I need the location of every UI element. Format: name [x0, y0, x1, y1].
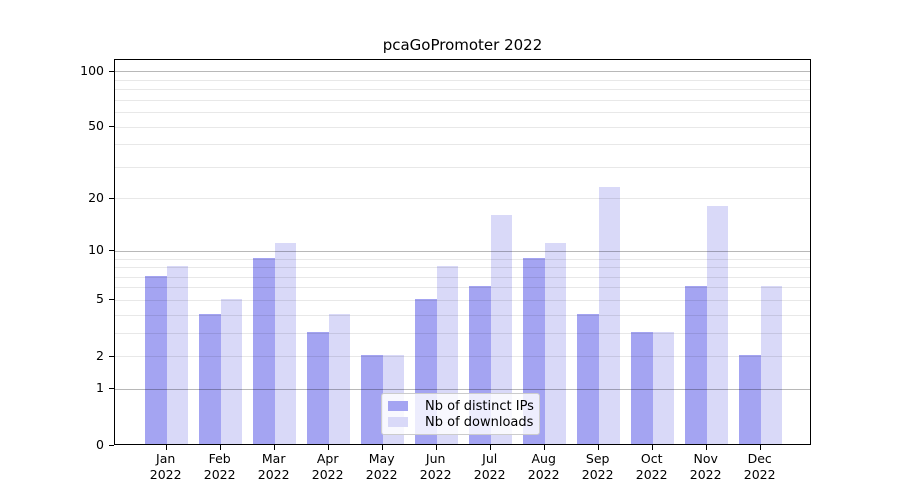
- bar-downloads-mar: [274, 242, 297, 444]
- gridline-minor-7: [115, 276, 810, 278]
- gridline-major-10: [115, 250, 810, 252]
- x-tick-mark-feb: [219, 445, 221, 450]
- y-tick-mark-1: [109, 388, 114, 390]
- gridline-minor-70: [115, 99, 810, 101]
- x-tick-label-oct: Oct 2022: [635, 451, 668, 482]
- gridline-minor-50: [115, 126, 810, 128]
- legend-label-downloads: Nb of downloads: [425, 414, 534, 430]
- y-tick-label-50: 50: [88, 118, 104, 133]
- legend-entry-distinct-ips: Nb of distinct IPs: [388, 398, 534, 414]
- y-tick-label-1: 1: [96, 380, 104, 396]
- x-tick-mark-aug: [543, 445, 545, 450]
- gridline-minor-6: [115, 287, 810, 289]
- bar-distinct-ips-may: [361, 355, 383, 444]
- bar-distinct-ips-nov: [685, 286, 707, 444]
- gridline-minor-40: [115, 144, 810, 146]
- plot-area: [114, 59, 811, 445]
- gridline-minor-30: [115, 166, 810, 168]
- bar-downloads-aug: [544, 242, 567, 444]
- x-tick-mark-oct: [651, 445, 653, 450]
- x-tick-label-jan: Jan 2022: [149, 451, 182, 482]
- y-tick-label-20: 20: [88, 189, 104, 205]
- y-tick-mark-5: [109, 299, 114, 301]
- bar-downloads-jul: [490, 214, 513, 444]
- x-tick-label-dec: Dec 2022: [743, 451, 776, 482]
- x-tick-label-sep: Sep 2022: [581, 451, 614, 482]
- bar-distinct-ips-feb: [199, 313, 221, 444]
- gridline-minor-80: [115, 89, 810, 91]
- x-tick-mark-jul: [489, 445, 491, 450]
- x-tick-mark-jan: [165, 445, 167, 450]
- x-tick-mark-nov: [705, 445, 707, 450]
- x-tick-label-mar: Mar 2022: [257, 451, 290, 482]
- y-tick-label-10: 10: [88, 242, 104, 258]
- gridline-minor-3: [115, 332, 810, 334]
- x-tick-mark-apr: [327, 445, 329, 450]
- x-tick-mark-jun: [435, 445, 437, 450]
- y-tick-mark-10: [109, 250, 114, 252]
- legend-swatch-downloads: [388, 417, 408, 427]
- x-tick-label-nov: Nov 2022: [689, 451, 722, 482]
- gridline-major-1: [115, 388, 810, 390]
- bar-downloads-sep: [598, 186, 621, 444]
- legend: Nb of distinct IPs Nb of downloads: [381, 393, 540, 435]
- gridline-minor-60: [115, 112, 810, 113]
- legend-label-distinct-ips: Nb of distinct IPs: [425, 398, 534, 414]
- gridline-major-100: [115, 71, 810, 73]
- x-tick-label-feb: Feb 2022: [203, 451, 236, 482]
- gridline-minor-2: [115, 356, 810, 357]
- y-tick-mark-50: [109, 126, 114, 127]
- gridline-minor-8: [115, 267, 810, 268]
- legend-swatch-distinct-ips: [388, 401, 408, 411]
- x-tick-label-jul: Jul 2022: [473, 451, 506, 482]
- y-tick-mark-2: [109, 355, 114, 357]
- chart-title: pcaGoPromoter 2022: [382, 36, 543, 54]
- gridline-minor-20: [115, 198, 810, 200]
- bar-distinct-ips-oct: [631, 331, 653, 444]
- gridline-minor-9: [115, 258, 810, 260]
- bar-distinct-ips-dec: [739, 355, 761, 444]
- bar-distinct-ips-sep: [577, 313, 599, 444]
- bar-distinct-ips-jan: [145, 275, 167, 444]
- bar-downloads-dec: [760, 286, 783, 444]
- x-tick-mark-sep: [597, 445, 599, 450]
- legend-entry-downloads: Nb of downloads: [388, 415, 533, 430]
- x-tick-label-may: May 2022: [365, 451, 398, 482]
- x-tick-mark-mar: [273, 445, 275, 450]
- y-tick-label-5: 5: [96, 291, 104, 307]
- y-tick-label-0: 0: [96, 436, 104, 452]
- y-tick-label-100: 100: [80, 62, 104, 78]
- gridline-minor-4: [115, 314, 810, 316]
- y-tick-label-2: 2: [96, 347, 104, 363]
- x-tick-mark-may: [381, 445, 383, 450]
- gridline-minor-5: [115, 299, 810, 301]
- x-tick-label-jun: Jun 2022: [419, 451, 452, 482]
- bar-downloads-feb: [220, 298, 243, 444]
- y-tick-mark-100: [109, 70, 114, 72]
- bar-downloads-jan: [166, 266, 189, 444]
- bar-distinct-ips-mar: [253, 257, 275, 444]
- y-tick-mark-0: [109, 444, 114, 446]
- bar-downloads-oct: [652, 331, 675, 444]
- bar-downloads-nov: [706, 205, 729, 444]
- x-tick-label-aug: Aug 2022: [527, 451, 560, 482]
- x-tick-mark-dec: [759, 445, 761, 450]
- bar-downloads-apr: [328, 313, 351, 444]
- y-tick-mark-20: [109, 197, 114, 199]
- bar-distinct-ips-apr: [307, 331, 329, 444]
- gridline-minor-90: [115, 79, 810, 81]
- x-tick-label-apr: Apr 2022: [311, 451, 344, 482]
